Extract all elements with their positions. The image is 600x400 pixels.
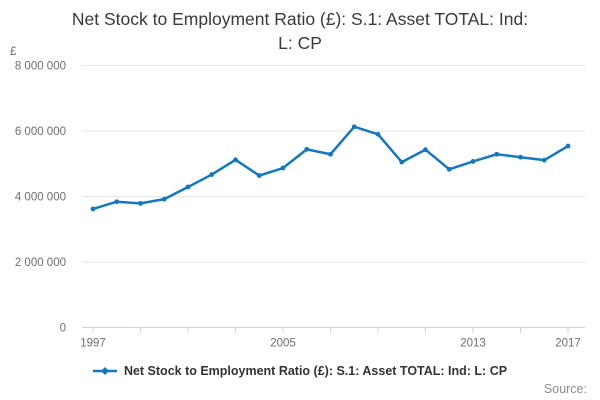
- x-tick-label: 2005: [270, 338, 296, 350]
- chart-title-line2: L: CP: [278, 33, 322, 53]
- data-point[interactable]: [138, 200, 143, 206]
- data-point[interactable]: [185, 184, 191, 190]
- data-point[interactable]: [351, 124, 357, 130]
- data-point[interactable]: [399, 159, 405, 165]
- x-tick-label: 2013: [460, 338, 486, 350]
- y-tick-label: 4 000 000: [15, 192, 66, 204]
- y-tick-label: 0: [60, 323, 66, 335]
- data-point[interactable]: [280, 165, 286, 171]
- data-point[interactable]: [423, 147, 428, 153]
- data-point[interactable]: [304, 146, 310, 152]
- data-point[interactable]: [446, 166, 452, 172]
- y-tick-label: 8 000 000: [15, 61, 66, 73]
- data-point[interactable]: [114, 199, 120, 205]
- data-point[interactable]: [90, 206, 96, 212]
- data-point[interactable]: [470, 159, 476, 164]
- chart-title-line1: Net Stock to Employment Ratio (£): S.1: …: [71, 9, 529, 29]
- x-tick-label: 1997: [80, 338, 106, 350]
- legend-item[interactable]: Net Stock to Employment Ratio (£): S.1: …: [0, 364, 600, 378]
- data-point[interactable]: [375, 131, 381, 137]
- y-tick-label: 6 000 000: [15, 126, 66, 138]
- data-point[interactable]: [541, 157, 547, 163]
- legend-marker-icon: [92, 367, 117, 375]
- x-tick-label: 2017: [555, 338, 581, 350]
- chart-title: Net Stock to Employment Ratio (£): S.1: …: [0, 7, 600, 55]
- data-point[interactable]: [565, 143, 571, 149]
- source-label: Source:: [543, 382, 587, 396]
- legend-label: Net Stock to Employment Ratio (£): S.1: …: [123, 364, 508, 378]
- y-axis-unit-label: £: [10, 46, 17, 58]
- data-point[interactable]: [328, 151, 333, 157]
- data-point[interactable]: [233, 157, 238, 163]
- y-tick-label: 2 000 000: [15, 257, 66, 269]
- data-point[interactable]: [256, 173, 262, 178]
- data-point[interactable]: [494, 151, 500, 157]
- data-point[interactable]: [209, 172, 215, 177]
- data-point[interactable]: [161, 196, 167, 202]
- data-point[interactable]: [518, 154, 523, 160]
